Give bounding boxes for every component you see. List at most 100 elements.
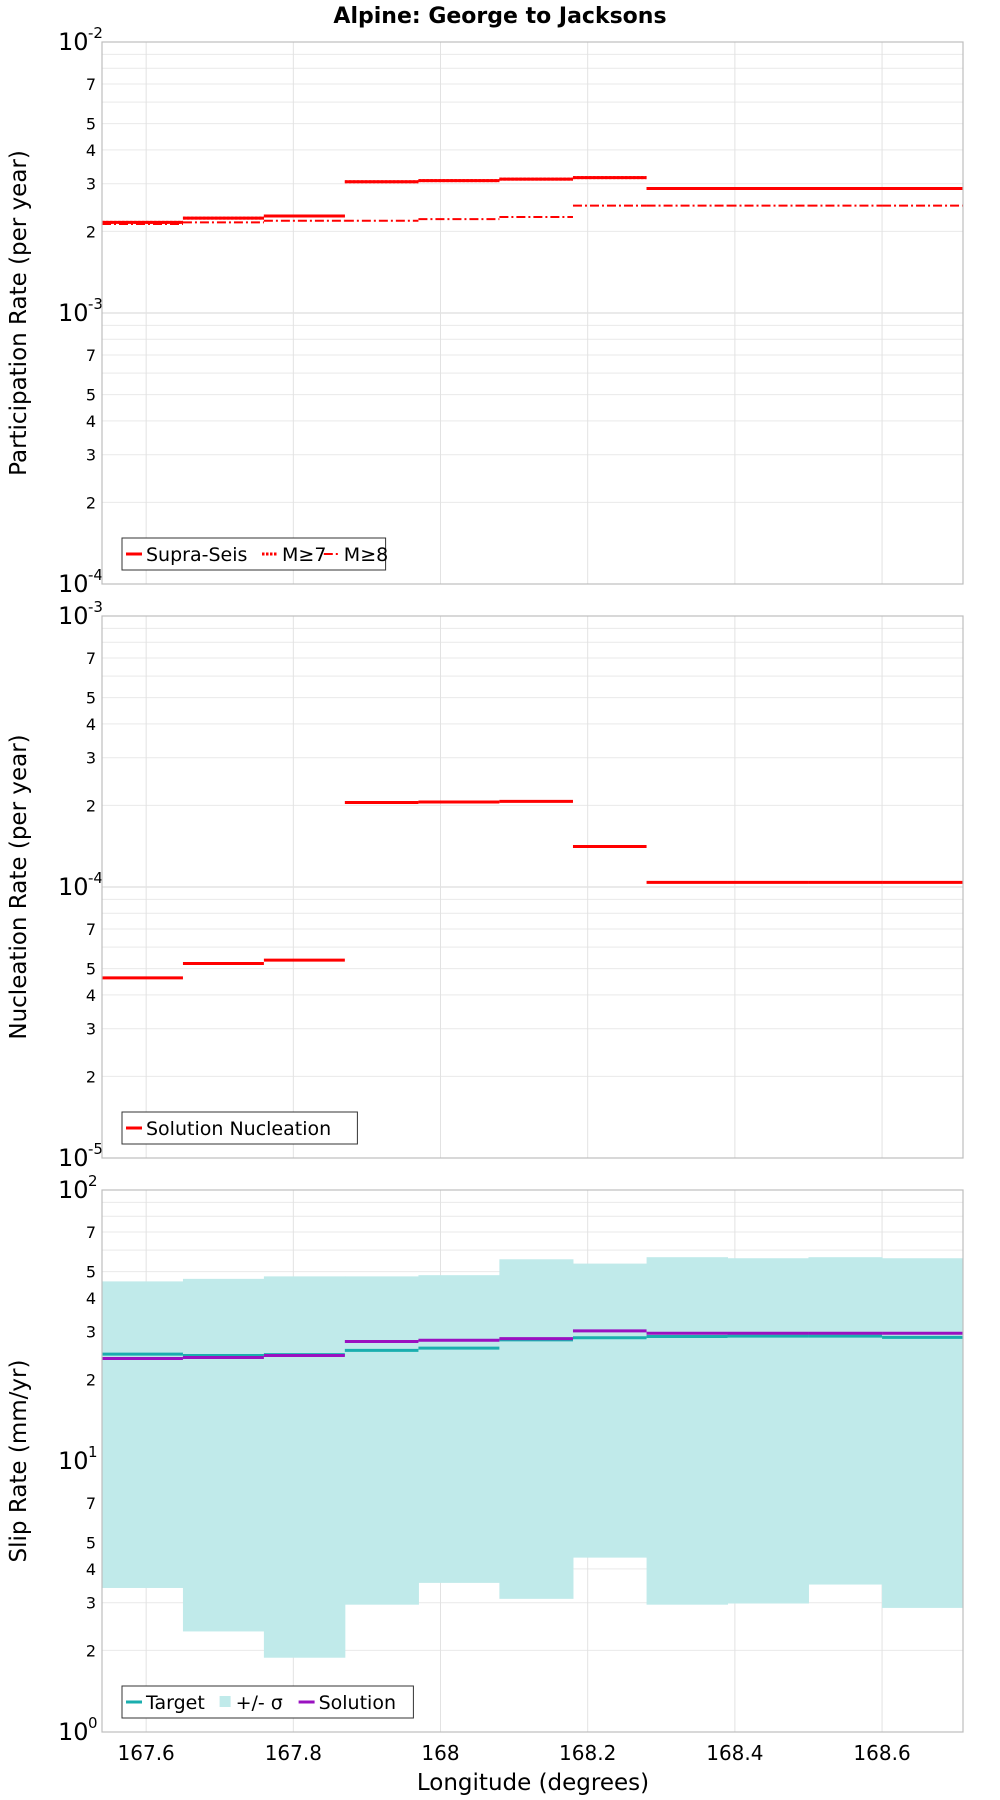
sigma-band-segment: [263, 1276, 346, 1658]
figure-title: Alpine: George to Jacksons: [333, 4, 666, 29]
sigma-band-segment: [727, 1258, 809, 1604]
x-tick-label: 167.8: [265, 1741, 322, 1765]
y-axis-label: Nucleation Rate (per year): [6, 734, 32, 1039]
y-tick-exponent: -5: [88, 1140, 103, 1158]
y-minor-tick-label: 4: [86, 1289, 96, 1308]
plot-area: [102, 799, 963, 980]
y-minor-tick-label: 2: [86, 493, 96, 512]
sigma-band-segment: [646, 1257, 729, 1605]
legend: Supra-Seis M≥7 M≥8: [121, 537, 388, 571]
plot-frame: [101, 1189, 964, 1733]
y-minor-tick-label: 3: [86, 1020, 96, 1039]
y-tick-label: 10: [58, 570, 89, 598]
legend-label: M≥7: [282, 544, 326, 566]
plot-area: [102, 1257, 963, 1658]
sigma-band-segment: [344, 1276, 419, 1605]
legend-label: M≥8: [344, 544, 388, 566]
gridlines: [102, 41, 963, 585]
legend-box: [121, 1685, 414, 1719]
plot-frame: [101, 41, 964, 585]
y-minor-tick-label: 2: [86, 1370, 96, 1389]
legend-swatch-band: [219, 1696, 231, 1707]
series-Solution Nucleation: [102, 799, 963, 980]
x-tick-label: 168: [421, 1741, 459, 1765]
y-minor-tick-label: 5: [86, 1534, 96, 1553]
gridlines: [102, 615, 963, 1159]
y-minor-tick-label: 3: [86, 446, 96, 465]
x-tick-label: 168.2: [559, 1741, 616, 1765]
sigma-band-segment: [182, 1278, 265, 1632]
plot-frame: [101, 615, 964, 1159]
x-tick-label: 168.4: [706, 1741, 763, 1765]
sigma-band-segment: [102, 1281, 184, 1588]
series-Solution: [102, 1329, 963, 1360]
sigma-band-segment: [882, 1258, 963, 1608]
y-minor-tick-label: 7: [86, 920, 96, 939]
legend: Target +/- σ Solution: [121, 1685, 414, 1719]
y-minor-tick-label: 5: [86, 1263, 96, 1282]
legend-label: Target: [145, 1692, 205, 1714]
y-tick-exponent: 0: [88, 1714, 98, 1732]
series-M≥8: [102, 204, 963, 226]
y-minor-tick-label: 5: [86, 115, 96, 134]
y-tick-label: 10: [58, 1144, 89, 1172]
y-minor-tick-label: 2: [86, 1067, 96, 1086]
y-minor-tick-label: 4: [86, 986, 96, 1005]
y-tick-label: 10: [58, 299, 89, 327]
y-axis-label: Slip Rate (mm/yr): [6, 1360, 32, 1563]
y-tick-label: 10: [58, 602, 89, 630]
y-minor-tick-label: 5: [86, 689, 96, 708]
y-minor-tick-label: 3: [86, 1594, 96, 1613]
y-tick-label: 10: [58, 28, 89, 56]
y-minor-tick-label: 7: [86, 1494, 96, 1513]
y-minor-tick-label: 7: [86, 1223, 96, 1242]
y-tick-exponent: -2: [88, 24, 103, 42]
legend: Solution Nucleation: [121, 1111, 358, 1145]
y-tick-label: 10: [58, 1447, 89, 1475]
y-tick-exponent: -4: [88, 869, 103, 887]
legend-box: [121, 537, 387, 571]
y-minor-tick-label: 2: [86, 1641, 96, 1660]
y-minor-tick-label: 3: [86, 749, 96, 768]
x-axis-label: Longitude (degrees): [417, 1770, 649, 1796]
series-Supra-Seis: [102, 176, 963, 224]
y-minor-tick-label: 2: [86, 222, 96, 241]
y-minor-tick-label: 5: [86, 960, 96, 979]
sigma-band-segment: [808, 1257, 883, 1585]
y-minor-tick-label: 4: [86, 715, 96, 734]
y-minor-tick-label: 7: [86, 649, 96, 668]
y-tick-label: 10: [58, 1176, 89, 1204]
y-minor-tick-label: 3: [86, 175, 96, 194]
legend-label: +/- σ: [236, 1692, 283, 1714]
y-tick-exponent: -4: [88, 566, 103, 584]
legend-box: [121, 1111, 358, 1145]
x-tick-label: 168.6: [853, 1741, 910, 1765]
y-minor-tick-label: 4: [86, 1560, 96, 1579]
y-tick-exponent: -3: [88, 598, 103, 616]
x-tick-label: 167.6: [118, 1741, 175, 1765]
y-minor-tick-label: 5: [86, 386, 96, 405]
legend-label: Solution Nucleation: [146, 1118, 331, 1140]
y-tick-exponent: 2: [88, 1172, 98, 1190]
sigma-band-segment: [499, 1259, 574, 1599]
plot-area: [102, 176, 963, 226]
y-tick-exponent: -3: [88, 295, 103, 313]
y-tick-label: 10: [58, 1718, 89, 1746]
y-minor-tick-label: 7: [86, 75, 96, 94]
y-tick-label: 10: [58, 873, 89, 901]
series-M≥7: [102, 176, 963, 224]
sigma-band-segment: [572, 1263, 648, 1558]
y-minor-tick-label: 2: [86, 796, 96, 815]
y-minor-tick-label: 7: [86, 346, 96, 365]
y-minor-tick-label: 4: [86, 141, 96, 160]
y-minor-tick-label: 4: [86, 412, 96, 431]
y-tick-exponent: 1: [88, 1443, 98, 1461]
legend-label: Solution: [319, 1692, 396, 1714]
y-minor-tick-label: 3: [86, 1323, 96, 1342]
sigma-band-segment: [418, 1275, 500, 1583]
legend-label: Supra-Seis: [146, 544, 247, 566]
